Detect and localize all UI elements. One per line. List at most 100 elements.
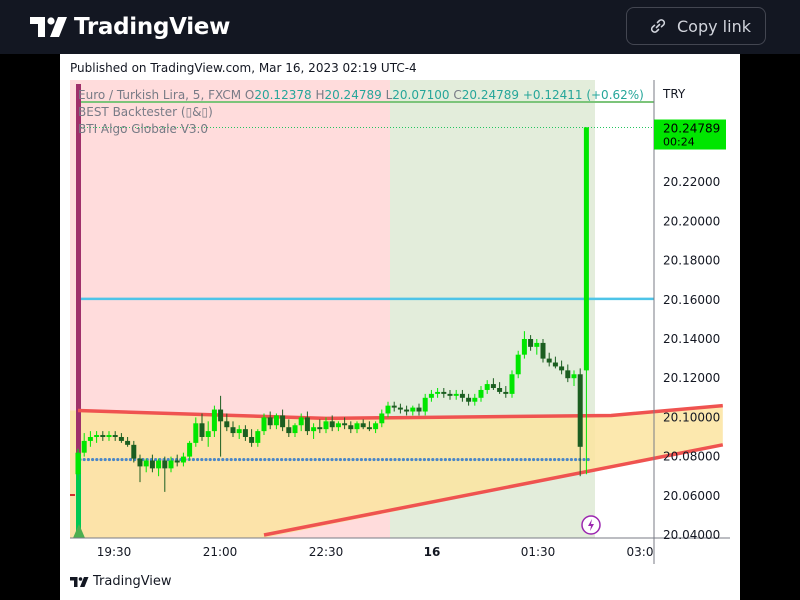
candle-body bbox=[577, 374, 583, 447]
candle-body bbox=[168, 460, 174, 469]
legend-open: 20.12378 bbox=[254, 88, 312, 102]
y-tick-label: 20.06000 bbox=[663, 489, 720, 503]
price-chart: TRY 20.22000 20.20000 20.18000 20.16000 20.14… bbox=[70, 80, 730, 564]
candle-body bbox=[81, 440, 87, 453]
copy-link-button[interactable]: Copy link bbox=[626, 7, 766, 45]
legend-high: 20.24789 bbox=[324, 88, 382, 102]
legend-study-2: BTI Algo Globale V3.0 bbox=[78, 122, 209, 136]
level-dot bbox=[372, 457, 376, 462]
level-dot bbox=[347, 457, 351, 462]
price-tag bbox=[654, 119, 726, 150]
y-tick-label: 20.08000 bbox=[663, 450, 720, 464]
level-dot bbox=[275, 457, 279, 462]
level-dot bbox=[326, 457, 330, 462]
level-dot bbox=[103, 457, 107, 462]
level-dot bbox=[460, 457, 464, 462]
level-dot bbox=[217, 457, 221, 462]
candle-body bbox=[187, 442, 193, 457]
candle-body bbox=[391, 405, 397, 408]
level-dot bbox=[200, 457, 204, 462]
level-dot bbox=[99, 457, 103, 462]
level-dot bbox=[86, 457, 90, 462]
published-text: Published on TradingView.com, Mar 16, 20… bbox=[70, 61, 417, 75]
level-dot bbox=[485, 457, 489, 462]
level-dot bbox=[536, 457, 540, 462]
link-icon bbox=[650, 19, 666, 33]
level-dot bbox=[469, 457, 473, 462]
level-dot bbox=[288, 457, 292, 462]
level-dot bbox=[91, 457, 95, 462]
y-tick-label: 20.22000 bbox=[663, 175, 720, 189]
level-dot bbox=[456, 457, 460, 462]
level-dot bbox=[401, 457, 405, 462]
candle-body bbox=[373, 423, 379, 430]
level-dot bbox=[527, 457, 531, 462]
level-dot bbox=[343, 457, 347, 462]
candle-body bbox=[255, 431, 261, 443]
level-dot bbox=[254, 457, 258, 462]
candle-body bbox=[490, 384, 496, 388]
candle-body bbox=[156, 460, 162, 469]
level-dot bbox=[250, 457, 254, 462]
y-tick-label: 20.20000 bbox=[663, 214, 720, 228]
level-dot bbox=[544, 457, 548, 462]
chart-legend: Euro / Turkish Lira, 5, FXCM O20.12378 H… bbox=[78, 87, 644, 138]
level-dot bbox=[380, 457, 384, 462]
candle-body bbox=[261, 417, 267, 432]
legend-high-label: H bbox=[315, 88, 325, 102]
level-dot bbox=[490, 457, 494, 462]
countdown-label: 00:24 bbox=[663, 136, 695, 149]
x-tick-label: 22:30 bbox=[309, 545, 344, 559]
candle-body bbox=[447, 393, 453, 396]
level-dot bbox=[557, 457, 561, 462]
legend-close-label: C bbox=[453, 88, 462, 102]
y-tick-label: 20.10000 bbox=[663, 410, 720, 424]
candle-body bbox=[224, 421, 230, 428]
candle-body bbox=[472, 397, 478, 402]
candle-body bbox=[360, 423, 366, 428]
level-dot bbox=[502, 457, 506, 462]
level-dot bbox=[359, 457, 363, 462]
candle-body bbox=[366, 427, 372, 430]
candle-body bbox=[298, 417, 304, 426]
indicator-tick bbox=[70, 494, 75, 496]
level-dot bbox=[368, 457, 372, 462]
level-dot bbox=[376, 457, 380, 462]
level-dot bbox=[553, 457, 557, 462]
level-dot bbox=[229, 457, 233, 462]
candle-body bbox=[503, 391, 509, 394]
candle-body bbox=[552, 362, 558, 367]
candle-body bbox=[230, 427, 236, 434]
candle-body bbox=[528, 339, 534, 347]
candle-body bbox=[125, 440, 131, 445]
level-dot bbox=[305, 457, 309, 462]
candle-body bbox=[546, 358, 552, 363]
level-dot bbox=[414, 457, 418, 462]
level-dot bbox=[82, 457, 86, 462]
candle-body bbox=[292, 425, 298, 434]
candle-body bbox=[199, 423, 205, 437]
candle-body bbox=[137, 458, 143, 467]
x-tick-label: 21:00 bbox=[203, 545, 238, 559]
candle-body bbox=[143, 460, 149, 467]
candle-body bbox=[162, 460, 168, 469]
candle-body bbox=[180, 456, 186, 463]
level-dot bbox=[271, 457, 275, 462]
x-tick-label: 03:0 bbox=[627, 545, 654, 559]
level-dot bbox=[95, 457, 99, 462]
candle-body bbox=[422, 397, 428, 412]
candle-body bbox=[131, 444, 137, 459]
candle-body bbox=[329, 421, 335, 428]
level-dot bbox=[422, 457, 426, 462]
candle-body bbox=[559, 366, 565, 371]
candle-body bbox=[435, 391, 441, 394]
indicator-bar-green bbox=[76, 454, 81, 538]
level-dot bbox=[284, 457, 288, 462]
tradingview-logo[interactable]: TradingView bbox=[30, 11, 230, 43]
y-tick-label: 20.14000 bbox=[663, 332, 720, 346]
level-dot bbox=[397, 457, 401, 462]
candle-body bbox=[348, 425, 354, 430]
legend-change: +0.12411 (+0.62%) bbox=[522, 88, 644, 102]
candle-body bbox=[106, 435, 112, 437]
level-dot bbox=[481, 457, 485, 462]
